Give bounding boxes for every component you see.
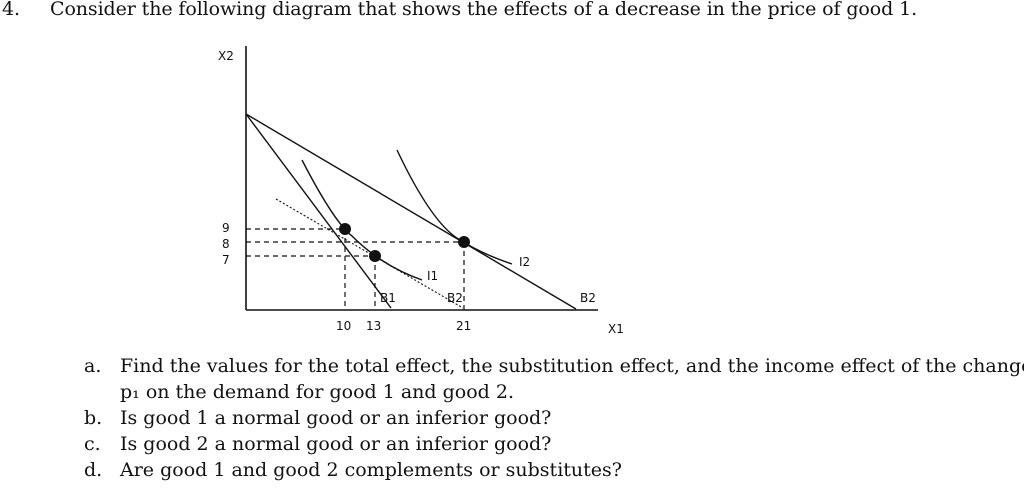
optimum-point-original (339, 223, 351, 235)
y-tick-9: 9 (222, 221, 230, 235)
y-tick-8: 8 (222, 237, 230, 251)
label-b1: B1 (380, 291, 396, 305)
question-header: 4. Consider the following diagram that sh… (2, 0, 917, 20)
x-axis-label: X1 (608, 322, 624, 336)
budget-line-b1 (245, 113, 392, 309)
label-i2: I2 (519, 255, 530, 269)
x-tick-21: 21 (456, 319, 471, 333)
optimum-point-new (458, 236, 470, 248)
subquestion-letter: d. (84, 459, 103, 481)
subquestion-text-continued: p₁ on the demand for good 1 and good 2. (120, 381, 514, 403)
label-i1: I1 (427, 269, 438, 283)
label-b2-dashed: B2 (447, 291, 463, 305)
indifference-curve-i1 (301, 159, 423, 281)
subquestion-text: Is good 2 a normal good or an inferior g… (120, 433, 552, 455)
subquestion-text: Are good 1 and good 2 complements or sub… (120, 459, 622, 481)
x-tick-10: 10 (336, 319, 351, 333)
subquestion-letter: b. (84, 407, 103, 429)
question-number: 4. (2, 0, 20, 20)
label-b2: B2 (580, 291, 596, 305)
budget-line-b2 (245, 113, 577, 310)
compensated-budget-line (275, 198, 464, 309)
y-tick-7: 7 (222, 253, 230, 267)
subquestion-letter: a. (84, 355, 102, 377)
subquestion-text: Is good 1 a normal good or an inferior g… (120, 407, 552, 429)
indifference-curve-i2 (396, 149, 513, 265)
subquestion-text: Find the values for the total effect, th… (120, 355, 1024, 377)
question-text: Consider the following diagram that show… (50, 0, 918, 20)
optimum-point-compensated (369, 250, 381, 262)
x-tick-13: 13 (366, 319, 381, 333)
subquestion-letter: c. (84, 433, 101, 455)
y-axis-label: X2 (218, 49, 234, 63)
